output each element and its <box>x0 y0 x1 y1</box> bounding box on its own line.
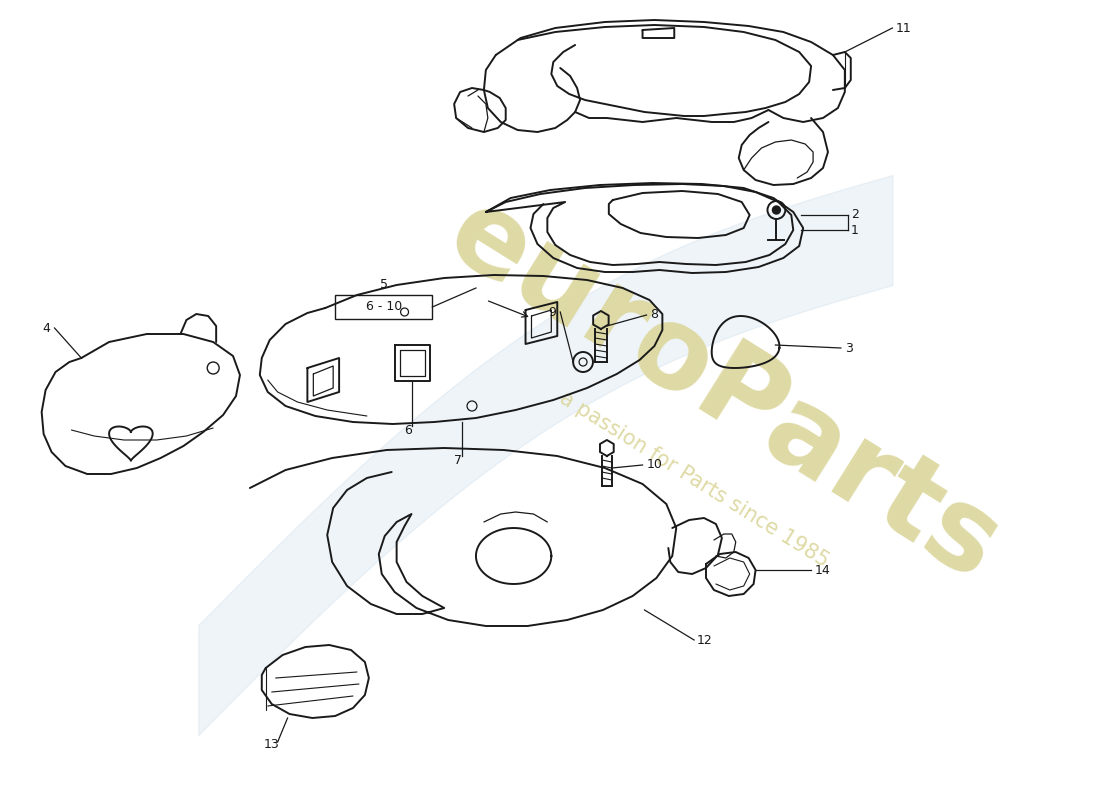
Text: 4: 4 <box>43 322 51 334</box>
Text: 1: 1 <box>850 223 859 237</box>
Text: euroParts: euroParts <box>428 176 1020 604</box>
Circle shape <box>772 206 780 214</box>
Text: 11: 11 <box>895 22 911 34</box>
Text: 12: 12 <box>697 634 713 646</box>
Text: 2: 2 <box>850 209 859 222</box>
Text: 9: 9 <box>549 306 557 318</box>
Text: 8: 8 <box>650 309 659 322</box>
Text: 7: 7 <box>454 454 462 466</box>
Text: 13: 13 <box>264 738 279 751</box>
Text: 3: 3 <box>845 342 853 354</box>
Text: 14: 14 <box>815 563 830 577</box>
Text: a passion for Parts since 1985: a passion for Parts since 1985 <box>556 389 833 571</box>
Text: 5: 5 <box>379 278 387 291</box>
Text: 6: 6 <box>405 423 412 437</box>
Text: 6 - 10: 6 - 10 <box>365 301 402 314</box>
Text: 10: 10 <box>647 458 662 471</box>
Bar <box>336 295 432 319</box>
